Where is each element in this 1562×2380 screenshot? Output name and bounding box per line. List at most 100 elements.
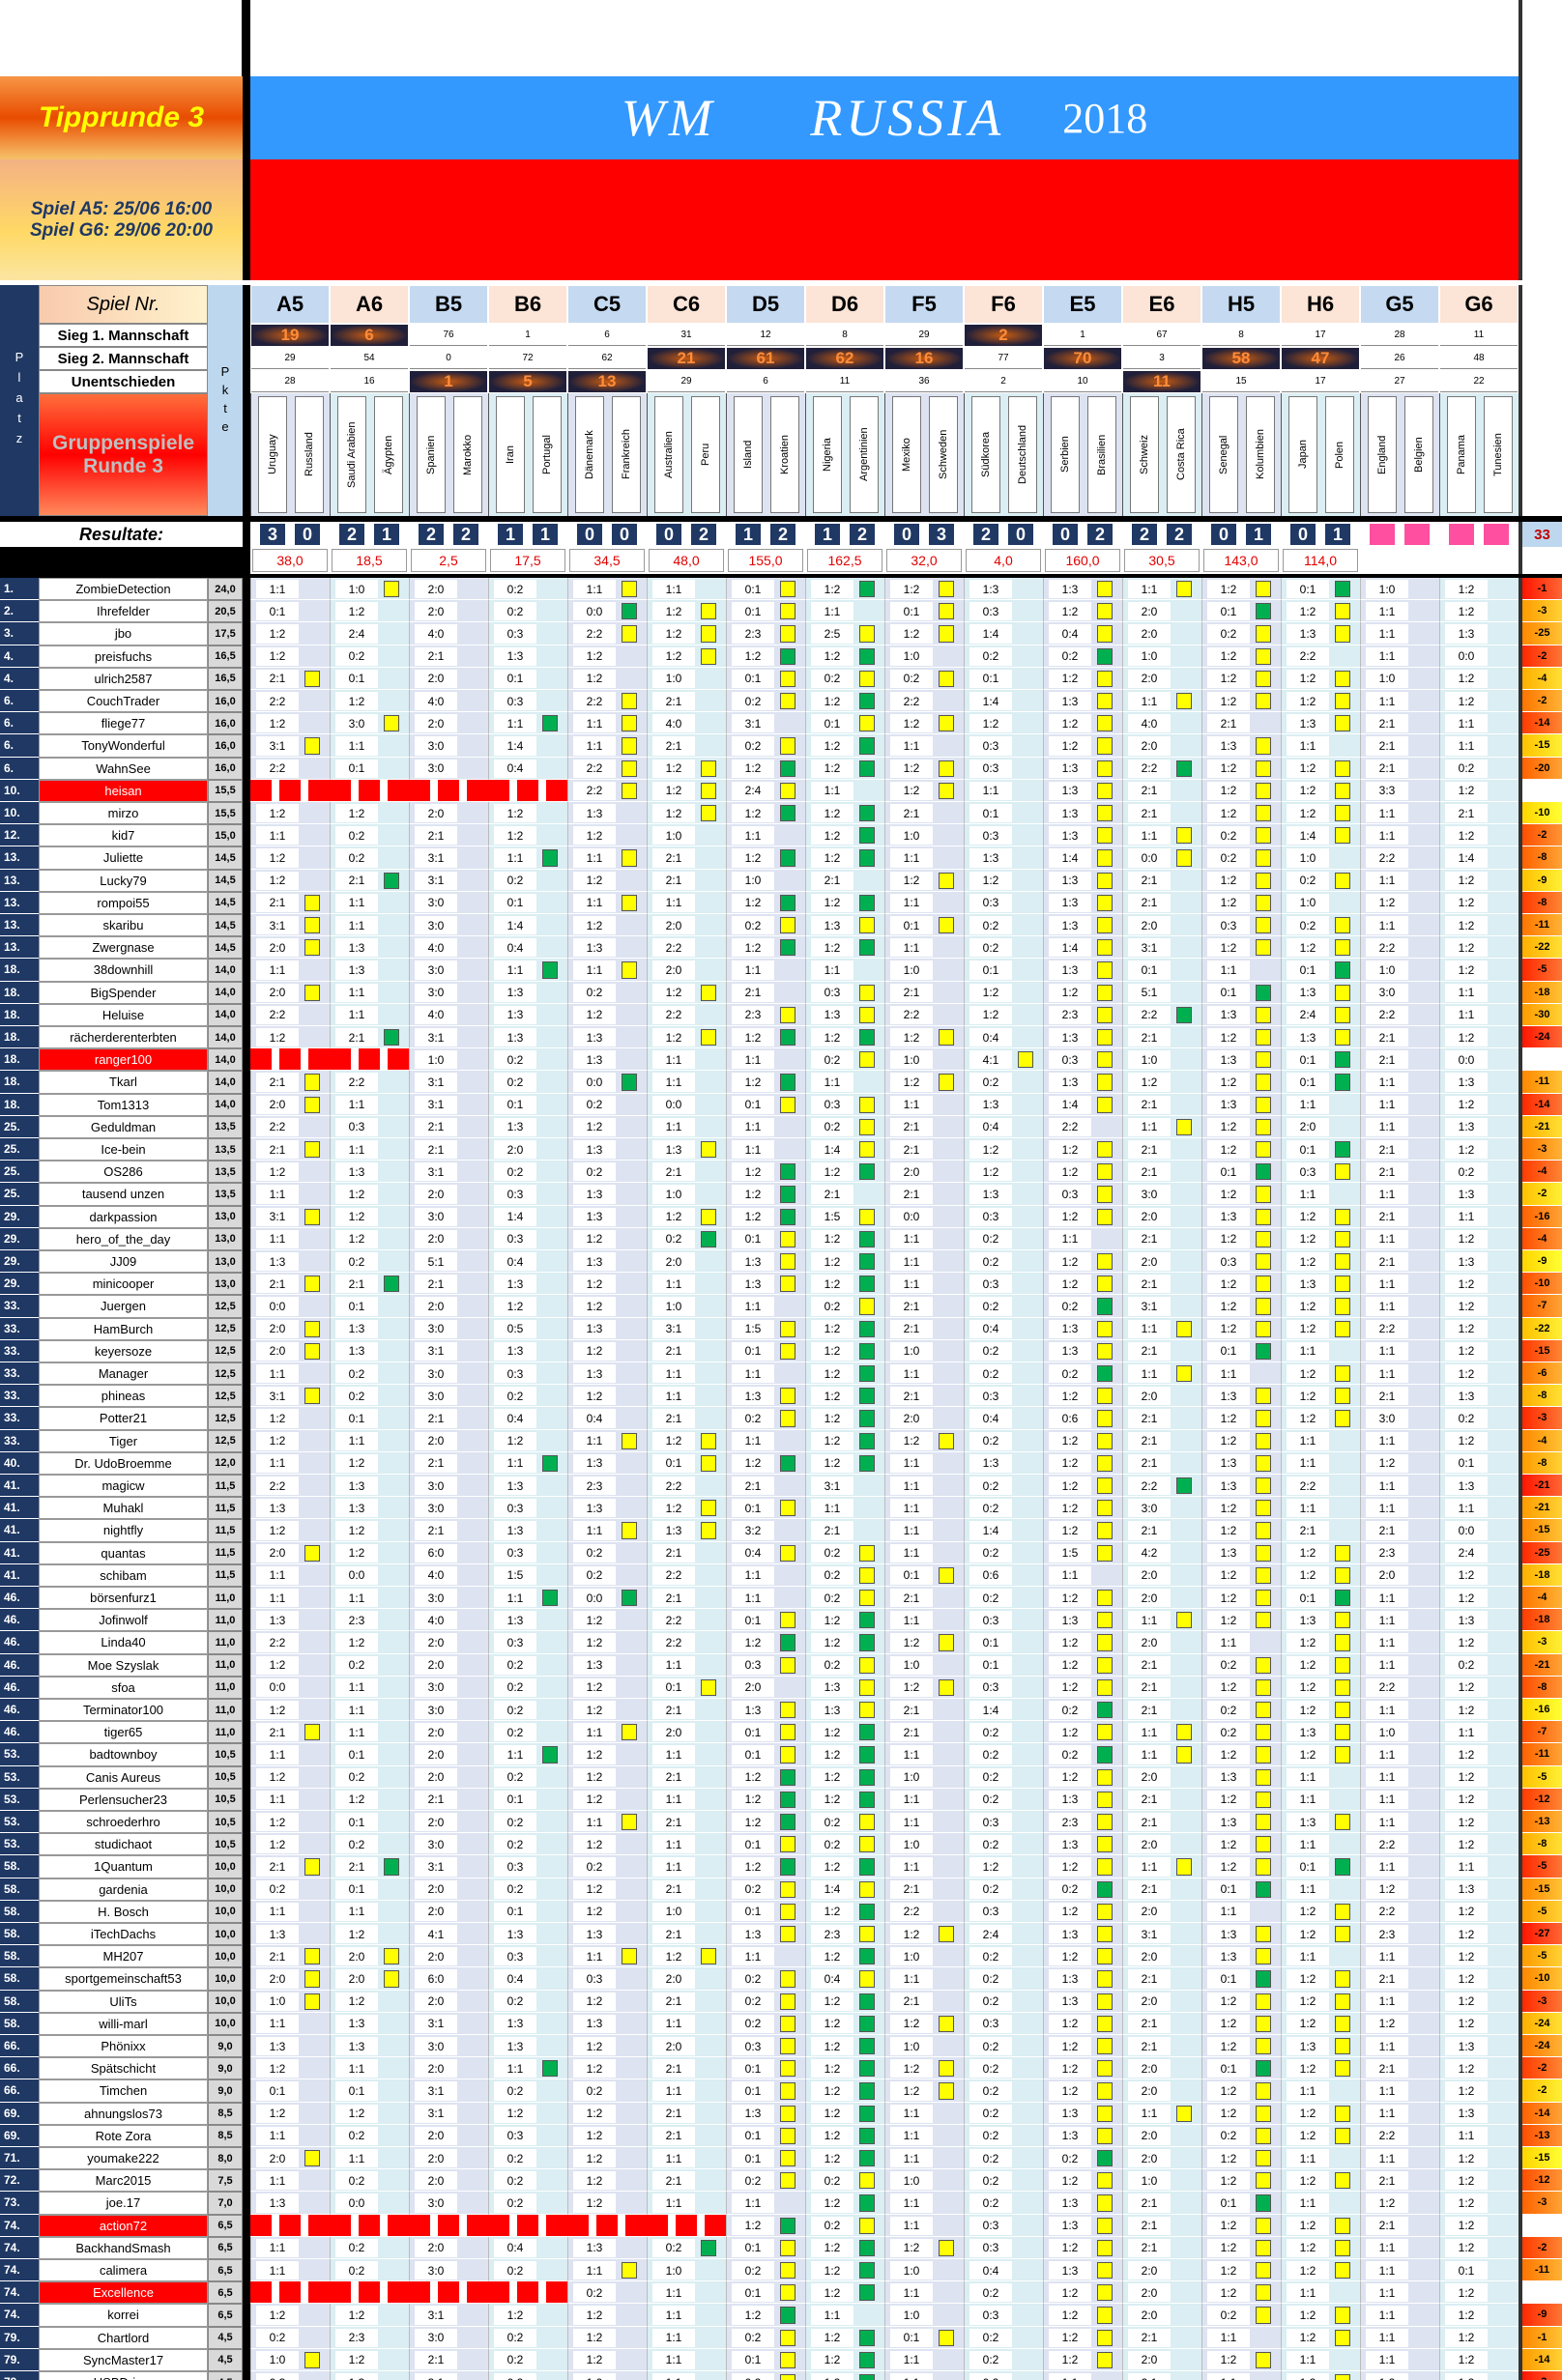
points: 11,0 <box>208 1699 243 1722</box>
tip: 1:1 <box>890 1543 933 1563</box>
hit-marker <box>1256 1388 1271 1405</box>
tip: 0:2 <box>811 1835 853 1854</box>
hit-marker <box>1335 1993 1350 2010</box>
hit-marker <box>859 760 875 777</box>
tip: 2:1 <box>890 1117 933 1136</box>
tip: 1:2 <box>1207 2081 1250 2101</box>
tip: 0:2 <box>1445 1162 1488 1182</box>
hit-marker <box>1097 693 1113 710</box>
hit-marker <box>780 2239 795 2256</box>
tip: 3:0 <box>415 1387 457 1406</box>
tip: 1:2 <box>1445 1565 1488 1585</box>
tip: 1:2 <box>1207 1073 1250 1092</box>
hit-marker <box>1097 872 1113 889</box>
pot: 114,0 <box>1283 549 1358 572</box>
tip: 0:2 <box>732 2328 774 2347</box>
diff: -5 <box>1522 1900 1562 1923</box>
tip: 1:1 <box>573 1723 616 1742</box>
tip: 3:1 <box>1128 1297 1171 1316</box>
hit-marker <box>780 1276 795 1293</box>
points: 10,0 <box>208 1967 243 1991</box>
tip: 2:0 <box>415 714 457 733</box>
tip: 0:2 <box>969 1992 1012 2011</box>
hit-marker <box>304 1993 320 2010</box>
tip: 2:0 <box>1128 2261 1171 2280</box>
points: 6,5 <box>208 2214 243 2237</box>
player-name: Geduldman <box>39 1115 208 1138</box>
rank: 41. <box>0 1475 39 1498</box>
tip: 1:1 <box>1366 1633 1408 1652</box>
tip: 0:1 <box>732 2081 774 2101</box>
tip: 1:2 <box>335 1992 378 2011</box>
tip: 1:2 <box>573 826 616 846</box>
tip: 1:3 <box>1207 1050 1250 1070</box>
tip: 1:2 <box>1049 1521 1091 1540</box>
tip: 1:1 <box>335 736 378 756</box>
tip: 1:3 <box>1287 1275 1329 1294</box>
tip: 2:0 <box>1128 2283 1171 2303</box>
tip: 1:2 <box>1049 714 1091 733</box>
tip: 3:1 <box>415 2373 457 2380</box>
tip: 2:1 <box>890 1992 933 2011</box>
points: 9,0 <box>208 2035 243 2058</box>
points: 11,5 <box>208 1475 243 1498</box>
tip: 1:2 <box>1207 1565 1250 1585</box>
stat-count: 1 <box>1044 325 1121 346</box>
tip: 1:2 <box>1207 759 1250 778</box>
tip: 1:2 <box>1287 2104 1329 2123</box>
tip: 1:3 <box>256 1499 299 1518</box>
player-name: 1Quantum <box>39 1855 208 1878</box>
tip: 1:4 <box>1049 938 1091 958</box>
hit-marker <box>1256 1993 1271 2010</box>
tip: 1:2 <box>573 1701 616 1720</box>
tip: 1:1 <box>335 1902 378 1921</box>
tip: 1:2 <box>494 2306 536 2325</box>
points: 6,5 <box>208 2281 243 2305</box>
tip: 2:1 <box>652 2126 695 2145</box>
hit-marker <box>701 1522 716 1539</box>
tip: 0:3 <box>969 826 1012 846</box>
stat-count: 15 <box>1202 371 1280 392</box>
tip: 1:3 <box>494 1925 536 1944</box>
tip: 0:2 <box>494 1073 536 1092</box>
tip: 1:2 <box>1049 602 1091 621</box>
tip: 0:1 <box>335 1879 378 1899</box>
tip: 1:1 <box>890 1499 933 1518</box>
tip: 1:1 <box>335 2149 378 2168</box>
tip: 1:1 <box>1445 1005 1488 1024</box>
tip: 1:2 <box>811 2238 853 2257</box>
tip: 1:3 <box>1287 2037 1329 2056</box>
hit-marker <box>622 715 637 732</box>
tip: 1:2 <box>811 2037 853 2056</box>
hit-marker <box>542 1454 558 1472</box>
result-digit: 0 <box>656 524 681 545</box>
team-name: Schweden <box>929 396 958 513</box>
hit-marker <box>780 1500 795 1517</box>
tip: 1:2 <box>573 2059 616 2079</box>
points: 10,0 <box>208 1990 243 2013</box>
hit-marker <box>1256 894 1271 911</box>
stat-count: 0 <box>410 348 487 369</box>
hit-marker <box>780 670 795 687</box>
tip: 0:1 <box>732 580 774 599</box>
tip: 0:2 <box>732 2171 774 2191</box>
tip: 2:2 <box>1128 1005 1171 1024</box>
tip: 0:3 <box>969 602 1012 621</box>
tip: 2:2 <box>652 938 695 958</box>
rank: 79. <box>0 2326 39 2349</box>
tip: 1:2 <box>1287 781 1329 800</box>
tip: 3:0 <box>1366 1409 1408 1428</box>
tip: 2:1 <box>890 983 933 1002</box>
points: 8,0 <box>208 2147 243 2170</box>
tip: 0:2 <box>494 2373 536 2380</box>
diff-empty <box>1522 1048 1562 1072</box>
tip: 0:2 <box>811 1050 853 1070</box>
player-name: Heluise <box>39 1003 208 1026</box>
tip: 0:1 <box>1445 2261 1488 2280</box>
tip: 1:1 <box>732 1297 774 1316</box>
tip: 0:3 <box>494 1633 536 1652</box>
tip: 1:2 <box>811 1767 853 1787</box>
rank: 13. <box>0 869 39 892</box>
tip: 1:1 <box>1128 1611 1171 1630</box>
tip: 2:2 <box>1366 1319 1408 1338</box>
